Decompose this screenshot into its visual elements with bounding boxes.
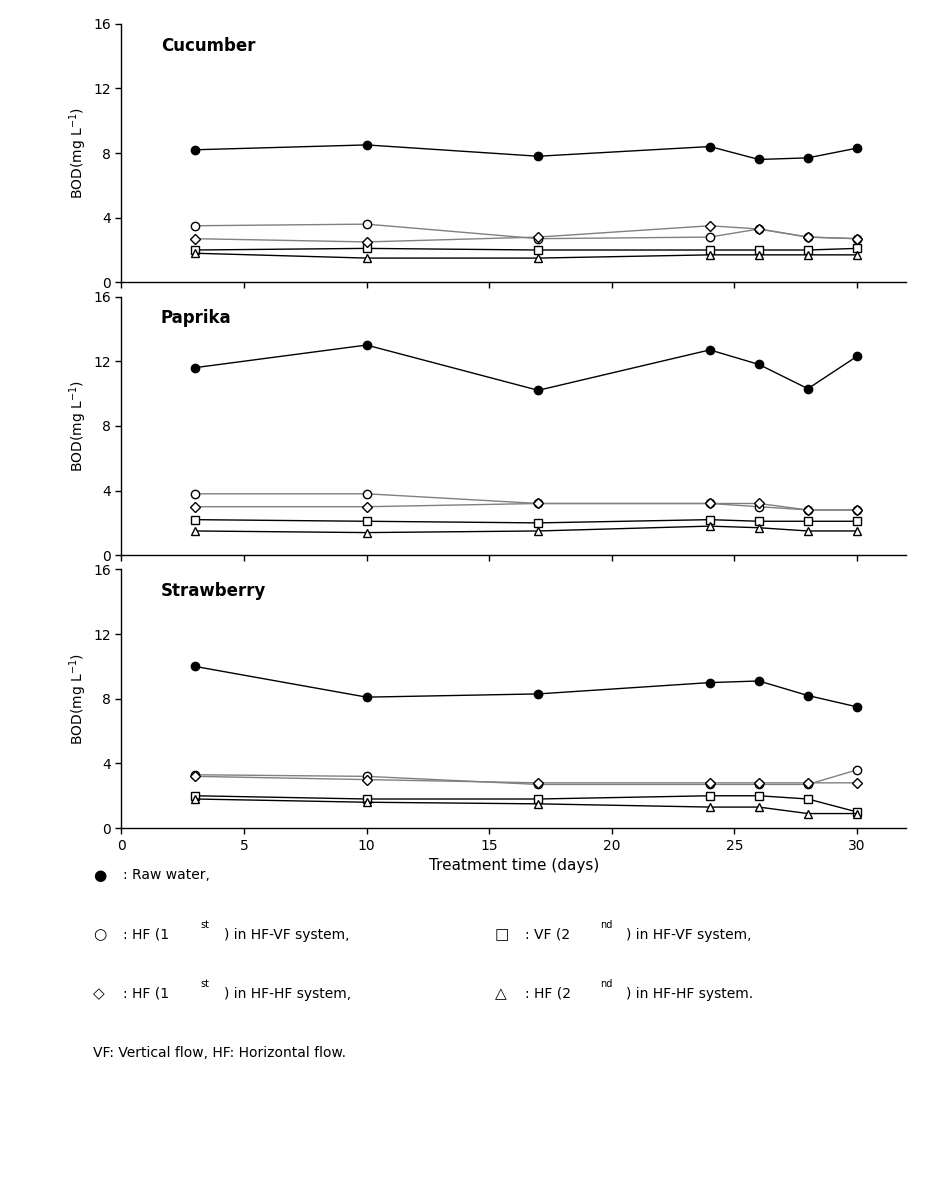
Text: nd: nd	[600, 920, 612, 930]
Y-axis label: BOD(mg L$^{-1}$): BOD(mg L$^{-1}$)	[67, 106, 89, 199]
Text: Paprika: Paprika	[161, 310, 232, 328]
Y-axis label: BOD(mg L$^{-1}$): BOD(mg L$^{-1}$)	[67, 380, 89, 472]
Text: ) in HF-HF system,: ) in HF-HF system,	[224, 987, 351, 1001]
Text: ) in HF-VF system,: ) in HF-VF system,	[224, 927, 349, 942]
Text: nd: nd	[600, 980, 612, 989]
Text: ) in HF-VF system,: ) in HF-VF system,	[626, 927, 751, 942]
Text: Strawberry: Strawberry	[161, 582, 266, 600]
Text: VF: Vertical flow, HF: Horizontal flow.: VF: Vertical flow, HF: Horizontal flow.	[93, 1046, 347, 1060]
Text: : Raw water,: : Raw water,	[123, 868, 210, 883]
Text: ) in HF-HF system.: ) in HF-HF system.	[626, 987, 753, 1001]
Text: □: □	[495, 927, 509, 942]
Text: : HF (1: : HF (1	[123, 927, 169, 942]
Text: : HF (1: : HF (1	[123, 987, 169, 1001]
Y-axis label: BOD(mg L$^{-1}$): BOD(mg L$^{-1}$)	[67, 653, 89, 745]
Text: △: △	[495, 987, 507, 1001]
Text: ◇: ◇	[93, 987, 106, 1001]
Text: : HF (2: : HF (2	[525, 987, 571, 1001]
X-axis label: Treatment time (days): Treatment time (days)	[429, 858, 599, 873]
Text: : VF (2: : VF (2	[525, 927, 570, 942]
Text: ●: ●	[93, 868, 106, 883]
Text: st: st	[201, 980, 210, 989]
Text: Cucumber: Cucumber	[161, 37, 255, 54]
Text: ○: ○	[93, 927, 106, 942]
Text: st: st	[201, 920, 210, 930]
